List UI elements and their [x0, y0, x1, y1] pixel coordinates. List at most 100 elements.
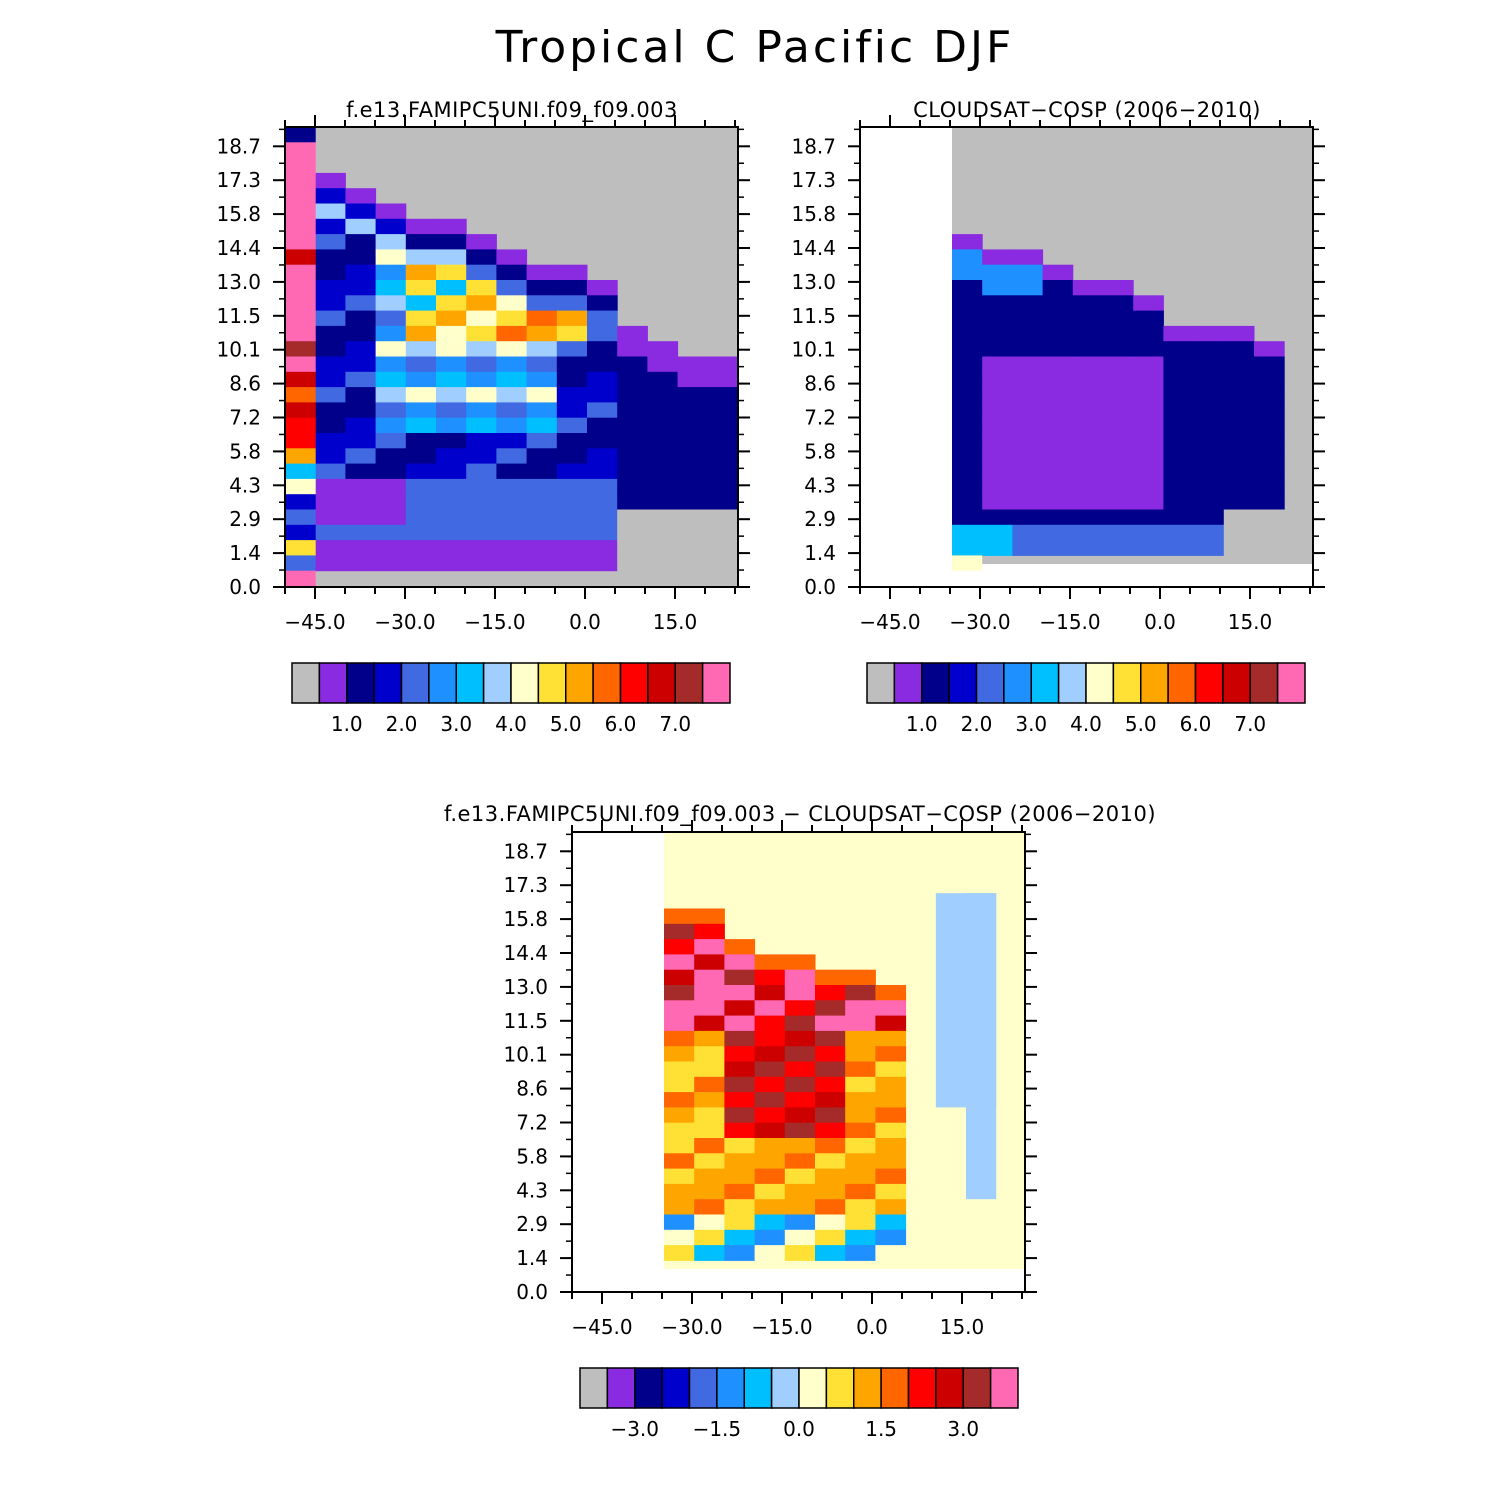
heatmap-cell [1133, 417, 1164, 434]
y-tick-label: 18.7 [503, 839, 548, 863]
colorbar-swatch [921, 662, 950, 704]
heatmap-cell [724, 1153, 756, 1170]
heatmap-cell [405, 341, 437, 357]
panel-diff: f.e13.FAMIPC5UNI.f09_f09.003 − CLOUDSAT−… [444, 802, 1156, 1339]
heatmap-cell [754, 1168, 786, 1185]
colorbar-label: 2.0 [961, 712, 993, 736]
colorbar-swatch [619, 662, 649, 704]
heatmap-cell [952, 356, 983, 373]
heatmap-cell [677, 494, 709, 510]
y-tick-label: 5.8 [229, 439, 261, 463]
y-tick-label: 0.0 [229, 575, 261, 599]
y-tick-label: 7.2 [229, 406, 261, 430]
heatmap-cell [1012, 295, 1044, 312]
heatmap-cell [315, 310, 346, 327]
heatmap-cell [1012, 509, 1044, 526]
heatmap-cell [754, 1183, 786, 1200]
heatmap-cell [405, 371, 437, 388]
colorbar-swatch [400, 662, 430, 704]
heatmap-cell [1072, 295, 1104, 312]
heatmap-cell [647, 540, 679, 556]
colorbar-swatch [565, 662, 594, 704]
heatmap-cell [345, 448, 377, 465]
heatmap-cell [375, 387, 407, 403]
y-tick-label: 1.4 [516, 1246, 548, 1270]
heatmap-cell [1072, 463, 1104, 480]
heatmap-cell [647, 433, 679, 449]
heatmap-cell [556, 478, 588, 495]
heatmap-cell [1223, 540, 1255, 556]
panel-diff-frame [571, 831, 1026, 1293]
heatmap-cell [694, 1138, 725, 1154]
heatmap-cell [1163, 325, 1195, 342]
heatmap-cell [1072, 387, 1104, 403]
heatmap-cell [1133, 540, 1164, 556]
heatmap-cell [556, 509, 588, 526]
heatmap-cell [982, 264, 1013, 281]
heatmap-cell [815, 1183, 846, 1200]
heatmap-cell [815, 985, 846, 1001]
heatmap-cell [724, 985, 756, 1001]
heatmap-cell [1012, 463, 1044, 480]
heatmap-cell [285, 295, 316, 312]
heatmap-cell [1163, 540, 1195, 556]
heatmap-cell [436, 494, 467, 510]
heatmap-cell [496, 463, 528, 480]
heatmap-cell [1072, 494, 1104, 510]
heatmap-cell [784, 954, 816, 971]
heatmap-cell [754, 1076, 786, 1093]
colorbar-swatch [1003, 662, 1032, 704]
heatmap-cell [285, 142, 316, 159]
heatmap-cell [952, 478, 983, 495]
heatmap-cell [1163, 402, 1195, 419]
heatmap-cell [375, 494, 407, 510]
heatmap-cell [982, 402, 1013, 419]
heatmap-cell [526, 478, 558, 495]
colorbar-swatch [716, 1367, 745, 1409]
heatmap-cell [647, 555, 679, 572]
colorbar-swatch [592, 662, 622, 704]
heatmap-cell [375, 341, 407, 357]
heatmap-cell [315, 448, 346, 465]
y-tick-label: 13.0 [503, 975, 548, 999]
colorbar-swatch [880, 1367, 910, 1409]
heatmap-cell [285, 218, 316, 235]
heatmap-cell [982, 371, 1013, 388]
heatmap-cell [1193, 463, 1225, 480]
heatmap-cell [875, 1199, 907, 1215]
x-tick-label: −45.0 [859, 610, 920, 634]
heatmap-cell [694, 954, 725, 971]
colorbar-swatch [482, 662, 512, 704]
heatmap-cell [345, 264, 377, 281]
heatmap-cell [285, 280, 316, 296]
heatmap-cell [1012, 494, 1044, 510]
heatmap-cell [436, 463, 467, 480]
heatmap-cell [1012, 341, 1044, 357]
heatmap-cell [845, 1122, 876, 1139]
heatmap-cell [875, 1030, 907, 1047]
y-tick-label: 10.1 [216, 338, 261, 362]
heatmap-cell [815, 1153, 846, 1170]
heatmap-cell [724, 1092, 756, 1108]
heatmap-cell [345, 463, 377, 480]
colorbar-label: 4.0 [495, 712, 527, 736]
panel-model-cells [285, 127, 739, 587]
heatmap-cell [405, 249, 437, 266]
heatmap-cell [345, 371, 377, 388]
heatmap-cell [677, 509, 709, 526]
colorbar-swatch [893, 662, 923, 704]
heatmap-cell [982, 540, 1013, 556]
heatmap-cell [952, 555, 983, 571]
heatmap-cell [466, 249, 497, 266]
heatmap-cell [1042, 387, 1074, 403]
heatmap-cell [526, 295, 558, 312]
heatmap-cell [405, 494, 437, 510]
heatmap-cell [754, 1015, 786, 1032]
heatmap-cell [375, 280, 407, 296]
heatmap-cell [754, 985, 786, 1001]
heatmap-cell [345, 310, 377, 327]
heatmap-cell [1072, 310, 1104, 327]
heatmap-cell [556, 264, 588, 281]
heatmap-cell [1223, 448, 1255, 465]
heatmap-cell [724, 1061, 756, 1078]
